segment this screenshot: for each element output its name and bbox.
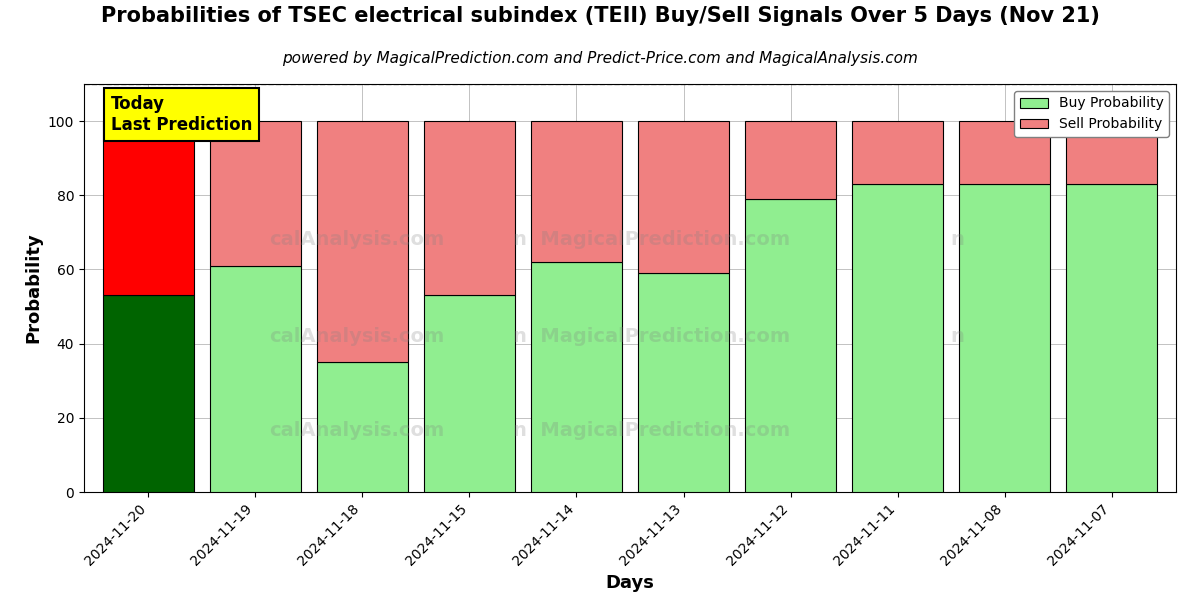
Legend: Buy Probability, Sell Probability: Buy Probability, Sell Probability xyxy=(1014,91,1169,137)
Bar xyxy=(424,121,515,295)
Bar xyxy=(638,273,730,492)
Bar xyxy=(317,362,408,492)
Bar xyxy=(959,121,1050,184)
Bar xyxy=(103,121,193,295)
Bar xyxy=(424,295,515,492)
Text: n  MagicalPrediction.com: n MagicalPrediction.com xyxy=(514,421,791,440)
X-axis label: Days: Days xyxy=(606,574,654,592)
Y-axis label: Probability: Probability xyxy=(24,233,42,343)
Text: powered by MagicalPrediction.com and Predict-Price.com and MagicalAnalysis.com: powered by MagicalPrediction.com and Pre… xyxy=(282,51,918,66)
Bar xyxy=(745,121,836,199)
Bar xyxy=(317,121,408,362)
Bar xyxy=(745,199,836,492)
Bar xyxy=(210,266,301,492)
Bar xyxy=(103,295,193,492)
Bar xyxy=(852,184,943,492)
Text: calAnalysis.com: calAnalysis.com xyxy=(269,421,445,440)
Bar xyxy=(852,121,943,184)
Bar xyxy=(1067,184,1157,492)
Text: calAnalysis.com: calAnalysis.com xyxy=(269,328,445,346)
Text: n: n xyxy=(950,230,965,248)
Text: calAnalysis.com: calAnalysis.com xyxy=(269,230,445,248)
Bar xyxy=(959,184,1050,492)
Bar xyxy=(530,262,622,492)
Bar xyxy=(1067,121,1157,184)
Bar xyxy=(530,121,622,262)
Text: n  MagicalPrediction.com: n MagicalPrediction.com xyxy=(514,328,791,346)
Text: Probabilities of TSEC electrical subindex (TEII) Buy/Sell Signals Over 5 Days (N: Probabilities of TSEC electrical subinde… xyxy=(101,6,1099,26)
Bar xyxy=(210,121,301,266)
Text: Today
Last Prediction: Today Last Prediction xyxy=(110,95,252,134)
Text: n: n xyxy=(950,328,965,346)
Text: n  MagicalPrediction.com: n MagicalPrediction.com xyxy=(514,230,791,248)
Bar xyxy=(638,121,730,273)
